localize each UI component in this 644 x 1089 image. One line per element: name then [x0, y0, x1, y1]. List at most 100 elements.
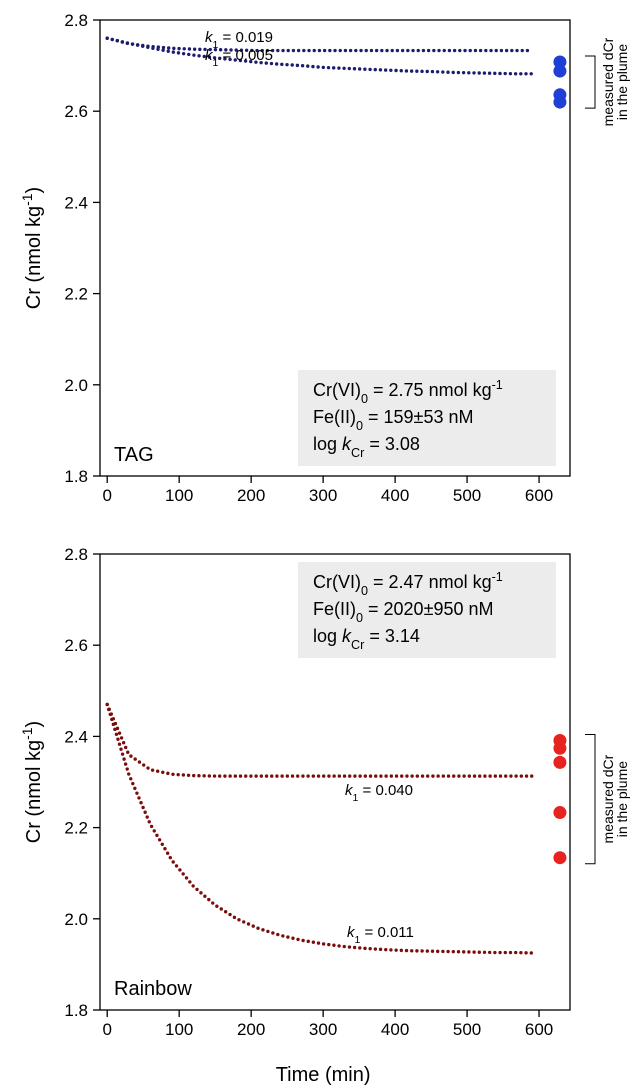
x-tick-label: 400 — [381, 1020, 409, 1039]
panel-label: TAG — [114, 444, 154, 466]
y-axis-label: Cr (nmol kg-1) — [19, 187, 45, 309]
measured-point — [553, 64, 567, 78]
y-tick-label: 1.8 — [64, 1001, 88, 1020]
text-run: k — [205, 29, 214, 46]
x-tick-label: 100 — [165, 1020, 193, 1039]
x-tick-label: 0 — [102, 486, 111, 505]
text-run: k — [347, 924, 356, 941]
text-run: = 2.75 nmol kg — [368, 380, 492, 400]
text-run: = 3.08 — [364, 434, 420, 454]
text-run: Cr — [351, 446, 364, 460]
text-run: 1 — [355, 934, 361, 946]
x-tick-label: 500 — [453, 1020, 481, 1039]
y-tick-label: 2.4 — [64, 727, 88, 746]
model-curve — [105, 702, 534, 955]
y-tick-label: 2.0 — [64, 376, 88, 395]
plot-frame — [99, 553, 571, 1011]
measured-point — [553, 55, 567, 69]
text-run: 0 — [361, 584, 368, 598]
y-tick-label: 2.6 — [64, 636, 88, 655]
info-line: Cr(VI)0 = 2.47 nmol kg-1 — [313, 570, 503, 598]
curve-annotation: k1 = 0.005 — [205, 47, 273, 69]
model-curve — [105, 36, 534, 53]
x-axis-label: Time (min) — [276, 1064, 371, 1086]
text-run: log — [313, 626, 342, 646]
y-tick-label: 2.6 — [64, 102, 88, 121]
text-run: 1 — [213, 57, 219, 69]
text-run: Cr — [351, 638, 364, 652]
measured-point — [553, 95, 567, 109]
measured-bracket — [585, 55, 596, 109]
measured-label: measured dCr — [600, 37, 616, 126]
text-run: = 3.14 — [364, 626, 420, 646]
model-curve — [105, 702, 534, 778]
x-tick-label: 600 — [525, 1020, 553, 1039]
text-run: log — [313, 434, 342, 454]
text-run: -1 — [492, 378, 503, 392]
panel: Cr(VI)0 = 2.75 nmol kg-1Fe(II)0 = 159±53… — [19, 11, 630, 505]
x-tick-label: 200 — [237, 1020, 265, 1039]
measured-bracket — [585, 734, 596, 865]
measured-point — [553, 741, 567, 755]
x-tick-label: 0 — [102, 1020, 111, 1039]
measured-label: in the plume — [614, 44, 630, 120]
text-run: -1 — [19, 727, 35, 740]
measured-label: in the plume — [614, 761, 630, 837]
y-tick-label: 2.8 — [64, 11, 88, 30]
info-line: Fe(II)0 = 2020±950 nM — [313, 599, 494, 625]
text-run: k — [342, 434, 352, 454]
x-tick-label: 300 — [309, 486, 337, 505]
x-tick-label: 500 — [453, 486, 481, 505]
y-tick-label: 2.0 — [64, 910, 88, 929]
text-run: k — [345, 782, 354, 799]
y-axis-label: Cr (nmol kg-1) — [19, 721, 45, 843]
x-tick-label: 300 — [309, 1020, 337, 1039]
curve-annotation: k1 = 0.011 — [347, 924, 414, 946]
measured-point — [553, 755, 567, 769]
curve-annotation: k1 = 0.019 — [205, 29, 273, 51]
panel: Cr(VI)0 = 2.47 nmol kg-1Fe(II)0 = 2020±9… — [19, 545, 630, 1086]
measured-point — [553, 851, 567, 865]
text-run: = 0.040 — [358, 782, 413, 799]
text-run: = 2.47 nmol kg — [368, 572, 492, 592]
info-line: Fe(II)0 = 159±53 nM — [313, 407, 473, 433]
text-run: Fe(II) — [313, 599, 356, 619]
text-run: k — [205, 47, 214, 64]
y-tick-label: 1.8 — [64, 467, 88, 486]
text-run: 0 — [361, 392, 368, 406]
info-line: log kCr = 3.14 — [313, 626, 420, 652]
info-line: log kCr = 3.08 — [313, 434, 420, 460]
text-run: -1 — [19, 193, 35, 206]
curve-annotation: k1 = 0.040 — [345, 782, 413, 804]
measured-point — [553, 806, 567, 820]
text-run: Cr (nmol kg — [23, 206, 45, 309]
text-run: = 159±53 nM — [363, 407, 473, 427]
text-run: = 2020±950 nM — [363, 599, 493, 619]
text-run: k — [342, 626, 352, 646]
info-box — [298, 370, 556, 466]
y-tick-label: 2.2 — [64, 285, 88, 304]
text-run: -1 — [492, 570, 503, 584]
text-run: = 0.005 — [218, 47, 273, 64]
text-run: 0 — [356, 611, 363, 625]
info-line: Cr(VI)0 = 2.75 nmol kg-1 — [313, 378, 503, 406]
text-run: 1 — [213, 39, 219, 51]
text-run: Cr(VI) — [313, 380, 361, 400]
x-tick-label: 400 — [381, 486, 409, 505]
plot-frame — [99, 19, 571, 477]
panel-label: Rainbow — [114, 978, 192, 1000]
text-run: Cr (nmol kg — [23, 740, 45, 843]
model-curve — [105, 36, 534, 76]
text-run: = 0.019 — [218, 29, 273, 46]
y-tick-label: 2.8 — [64, 545, 88, 564]
x-tick-label: 200 — [237, 486, 265, 505]
y-tick-label: 2.4 — [64, 193, 88, 212]
text-run: 1 — [353, 792, 359, 804]
text-run: 0 — [356, 419, 363, 433]
y-tick-label: 2.2 — [64, 819, 88, 838]
info-box — [298, 562, 556, 658]
text-run: Fe(II) — [313, 407, 356, 427]
text-run: Cr(VI) — [313, 572, 361, 592]
